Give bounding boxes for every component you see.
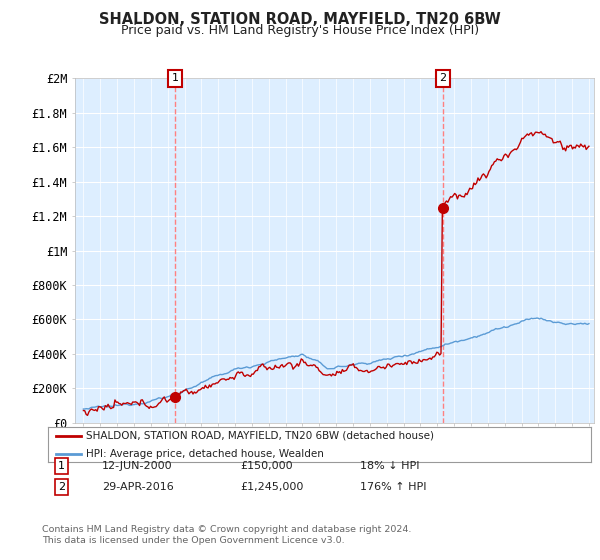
- Text: 12-JUN-2000: 12-JUN-2000: [102, 461, 173, 471]
- Text: HPI: Average price, detached house, Wealden: HPI: Average price, detached house, Weal…: [86, 449, 324, 459]
- Text: 1: 1: [58, 461, 65, 471]
- Text: Price paid vs. HM Land Registry's House Price Index (HPI): Price paid vs. HM Land Registry's House …: [121, 24, 479, 36]
- Text: 2: 2: [439, 73, 446, 83]
- Text: 29-APR-2016: 29-APR-2016: [102, 482, 174, 492]
- Text: 1: 1: [172, 73, 179, 83]
- Text: 18% ↓ HPI: 18% ↓ HPI: [360, 461, 419, 471]
- Text: Contains HM Land Registry data © Crown copyright and database right 2024.
This d: Contains HM Land Registry data © Crown c…: [42, 525, 412, 545]
- Text: £1,245,000: £1,245,000: [240, 482, 304, 492]
- Text: SHALDON, STATION ROAD, MAYFIELD, TN20 6BW (detached house): SHALDON, STATION ROAD, MAYFIELD, TN20 6B…: [86, 431, 434, 441]
- Text: £150,000: £150,000: [240, 461, 293, 471]
- Text: 176% ↑ HPI: 176% ↑ HPI: [360, 482, 427, 492]
- Text: 2: 2: [58, 482, 65, 492]
- Text: SHALDON, STATION ROAD, MAYFIELD, TN20 6BW: SHALDON, STATION ROAD, MAYFIELD, TN20 6B…: [99, 12, 501, 27]
